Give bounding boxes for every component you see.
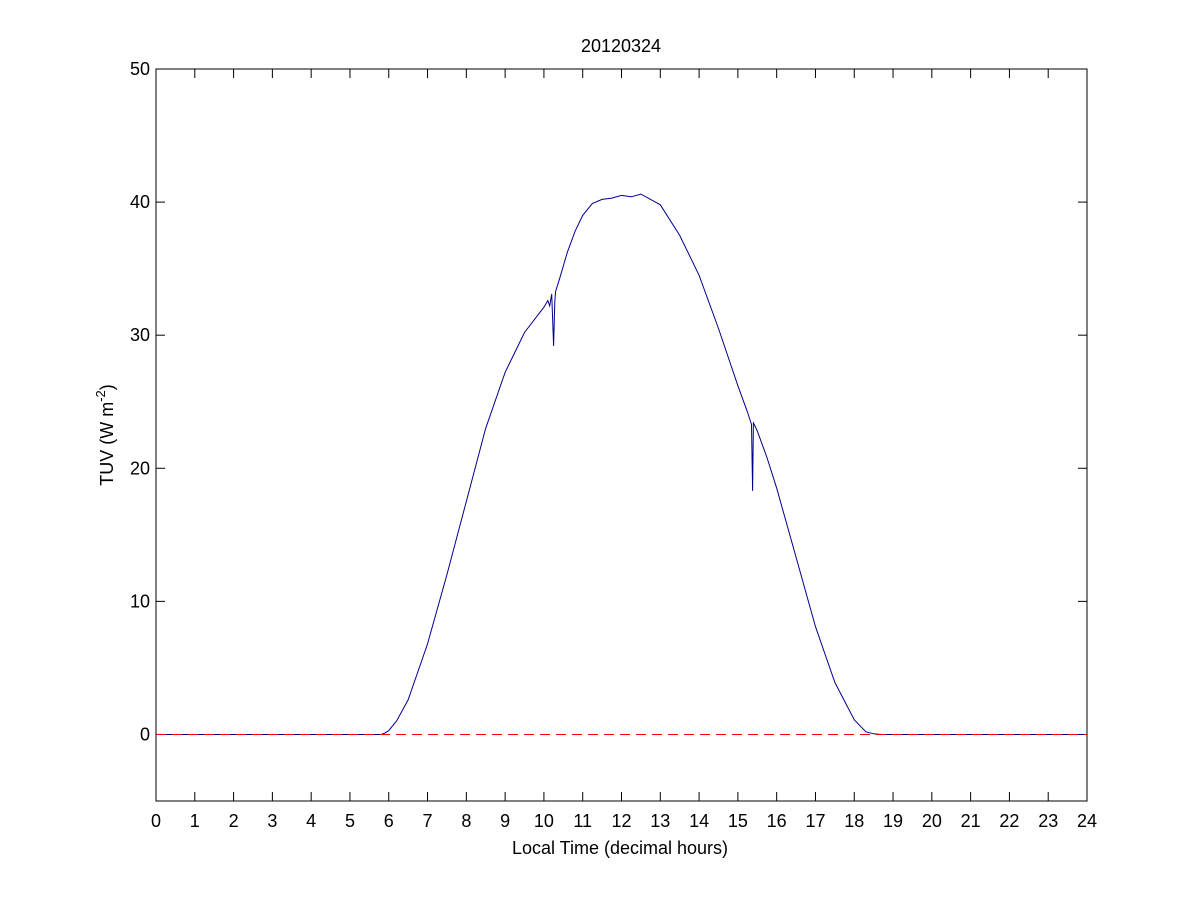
y-tick-label: 30 — [130, 325, 150, 345]
x-tick-label: 8 — [461, 811, 471, 831]
x-tick-label: 16 — [767, 811, 787, 831]
x-tick-label: 11 — [573, 811, 592, 831]
y-tick-label: 0 — [140, 724, 150, 744]
x-tick-label: 21 — [961, 811, 981, 831]
x-tick-labels: 0 1 2 3 4 5 6 7 8 9 10 11 12 13 14 15 16 17 18 19 20 21 22 23 24 — [151, 811, 1097, 831]
axis-ticks — [155, 68, 1088, 801]
x-tick-label: 6 — [384, 811, 394, 831]
y-tick-labels: 0 10 20 30 40 50 — [130, 59, 150, 744]
y-axis-label: TUV (W m-2) — [93, 384, 117, 486]
x-tick-label: 12 — [611, 811, 631, 831]
x-tick-label: 9 — [500, 811, 510, 831]
x-tick-label: 7 — [423, 811, 433, 831]
x-tick-label: 13 — [650, 811, 670, 831]
chart-title: 20120324 — [581, 36, 661, 56]
x-tick-label: 23 — [1038, 811, 1058, 831]
x-tick-label: 1 — [190, 811, 200, 831]
y-axis-label-superscript: -2 — [93, 390, 108, 402]
x-tick-label: 0 — [151, 811, 161, 831]
x-tick-label: 10 — [534, 811, 554, 831]
tuv-series-line — [156, 193, 1087, 735]
y-axis-label-main: TUV (W m — [97, 402, 117, 486]
y-tick-label: 40 — [130, 192, 150, 212]
x-axis-label: Local Time (decimal hours) — [512, 838, 728, 858]
x-tick-label: 20 — [922, 811, 942, 831]
y-tick-label: 10 — [130, 591, 150, 611]
x-tick-label: 4 — [306, 811, 316, 831]
y-tick-label: 50 — [130, 59, 150, 79]
plot-area — [155, 68, 1088, 802]
x-tick-label: 18 — [844, 811, 864, 831]
x-tick-label: 14 — [689, 811, 709, 831]
y-tick-label: 20 — [130, 458, 150, 478]
x-tick-label: 22 — [999, 811, 1019, 831]
x-tick-label: 24 — [1077, 811, 1097, 831]
x-tick-label: 19 — [883, 811, 903, 831]
y-axis-label-close: ) — [97, 384, 117, 390]
x-tick-label: 15 — [728, 811, 748, 831]
x-tick-label: 5 — [345, 811, 355, 831]
data-series — [156, 193, 1087, 735]
x-tick-label: 3 — [267, 811, 277, 831]
x-tick-label: 2 — [229, 811, 239, 831]
x-tick-label: 17 — [805, 811, 825, 831]
